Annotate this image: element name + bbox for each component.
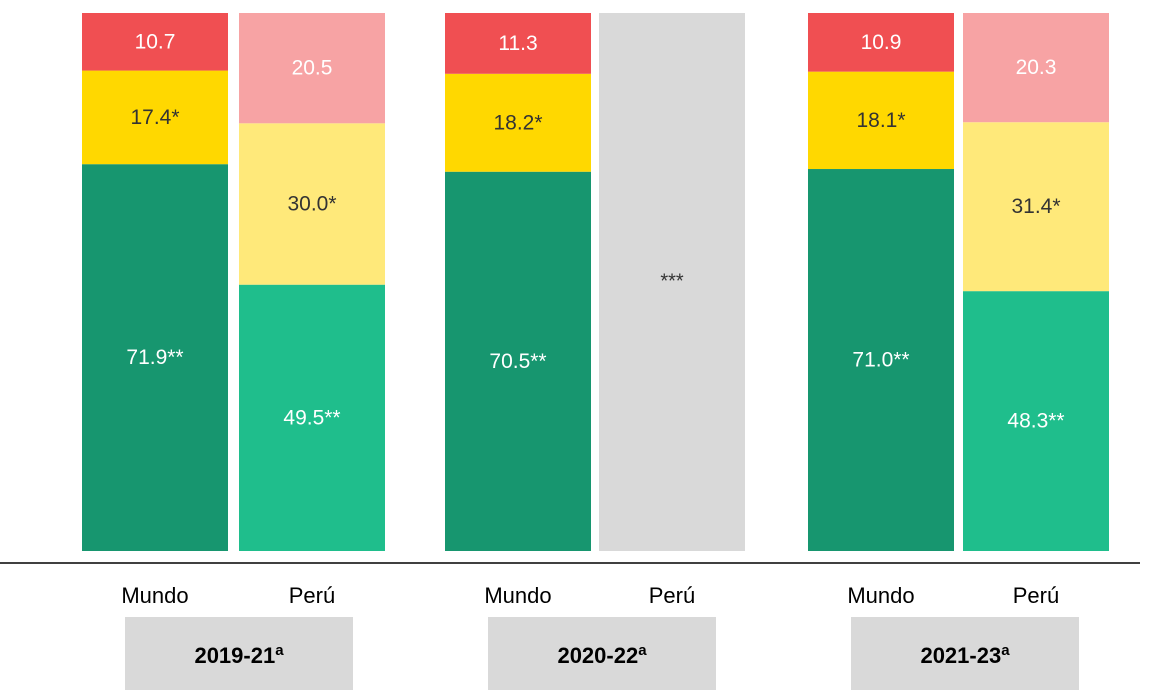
group-label-text: 2019-21: [194, 643, 275, 668]
value-label: 20.3: [1016, 56, 1057, 79]
bar-segment: [445, 171, 591, 551]
bar-segment: [82, 164, 228, 552]
x-tick-label: Mundo: [121, 583, 188, 608]
bar-segment: [808, 169, 954, 551]
group-label: 2020-22a: [557, 642, 647, 668]
x-tick-label: Mundo: [484, 583, 551, 608]
bar-segment: [963, 122, 1109, 292]
bar-segment: [808, 71, 954, 170]
value-label: 10.7: [135, 30, 176, 53]
value-label: 20.5: [292, 57, 333, 80]
bar-segment: [239, 284, 385, 551]
group-label-sup: a: [1001, 642, 1010, 659]
group-box: [851, 617, 1079, 690]
group-label-sup: a: [275, 642, 284, 659]
x-tick-label: Perú: [1013, 583, 1059, 608]
bar-segment: [239, 123, 385, 285]
x-tick-label: Perú: [649, 583, 695, 608]
bar-segment: [82, 70, 228, 165]
missing-label: ***: [660, 270, 684, 292]
group-label-text: 2020-22: [557, 643, 638, 668]
value-label: 71.9**: [126, 346, 183, 369]
bar-segment: [445, 13, 591, 74]
bar-segment: [445, 73, 591, 172]
bar-segment: [808, 13, 954, 72]
bar-segment: [963, 291, 1109, 551]
value-label: 11.3: [498, 32, 537, 55]
value-label: 49.5**: [283, 406, 340, 429]
value-label: 48.3**: [1007, 410, 1064, 433]
bar-segment: [963, 13, 1109, 123]
x-tick-label: Perú: [289, 583, 335, 608]
bar-segment: [239, 13, 385, 124]
group-box: [125, 617, 353, 690]
value-label: 10.9: [861, 31, 902, 54]
value-label: 71.0**: [852, 349, 909, 372]
value-label: 17.4*: [130, 106, 179, 129]
group-label: 2019-21a: [194, 642, 284, 668]
group-label-sup: a: [638, 642, 647, 659]
value-label: 70.5**: [489, 350, 546, 373]
x-tick-label: Mundo: [847, 583, 914, 608]
value-label: 31.4*: [1011, 195, 1060, 218]
group-label-text: 2021-23: [920, 643, 1001, 668]
missing-bar: [599, 13, 745, 551]
group-box: [488, 617, 716, 690]
value-label: 18.1*: [856, 109, 905, 132]
bar-segment: [82, 13, 228, 71]
group-label: 2021-23a: [920, 642, 1010, 668]
value-label: 18.2*: [493, 111, 542, 134]
value-label: 30.0*: [287, 193, 336, 216]
